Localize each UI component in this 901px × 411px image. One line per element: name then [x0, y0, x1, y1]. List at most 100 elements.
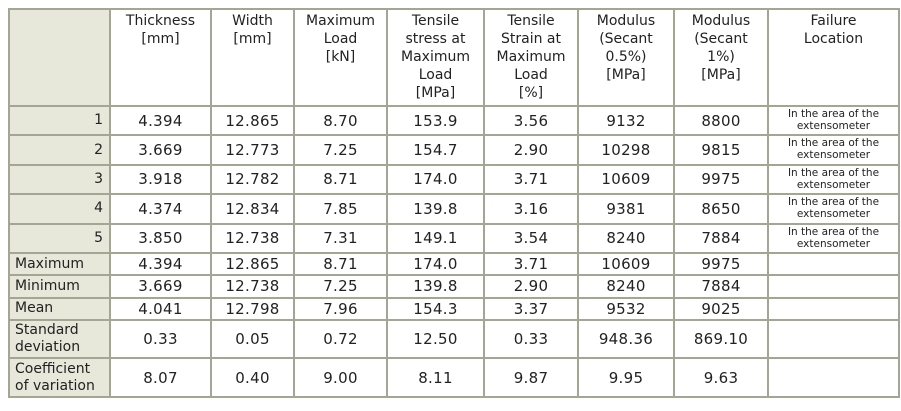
cell-tensile-stress: 174.0 — [386, 163, 485, 196]
table-row: 4 4.374 12.834 7.85 139.8 3.16 9381 8650 In the … — [8, 193, 900, 225]
cell-failure-location — [767, 357, 900, 398]
cell-failure-location: In the area of the extensometer — [767, 222, 900, 254]
header-tensile-strain: Tensile Strain at Maximum Load [%] — [483, 8, 579, 107]
row-label: 3 — [8, 163, 111, 196]
table-row: 5 3.850 12.738 7.31 149.1 3.54 8240 7884 In the … — [8, 222, 900, 254]
cell-thickness: 3.918 — [109, 163, 212, 196]
table-row: Mean 4.041 12.798 7.96 154.3 3.37 9532 9025 — [8, 296, 900, 321]
cell-tensile-stress: 139.8 — [386, 274, 485, 299]
cell-modulus-secant-05: 10609 — [577, 163, 675, 196]
cell-maximum-load: 9.00 — [293, 357, 388, 398]
cell-modulus-secant-05: 9381 — [577, 193, 675, 225]
cell-width: 12.738 — [210, 222, 295, 254]
cell-thickness: 4.394 — [109, 251, 212, 277]
cell-failure-location: In the area of the extensometer — [767, 134, 900, 166]
cell-modulus-secant-05: 948.36 — [577, 318, 675, 360]
cell-width: 12.773 — [210, 134, 295, 166]
row-label: Mean — [8, 296, 111, 321]
cell-maximum-load: 0.72 — [293, 318, 388, 360]
cell-thickness: 4.041 — [109, 296, 212, 321]
cell-thickness: 4.394 — [109, 104, 212, 137]
test-results-table: Thickness [mm] Width [mm] Maximum Load [… — [8, 8, 900, 398]
cell-maximum-load: 7.25 — [293, 134, 388, 166]
cell-modulus-secant-1: 9815 — [673, 134, 769, 166]
cell-tensile-strain: 3.37 — [483, 296, 579, 321]
cell-modulus-secant-1: 9.63 — [673, 357, 769, 398]
row-label: 2 — [8, 134, 111, 166]
cell-modulus-secant-05: 9.95 — [577, 357, 675, 398]
cell-width: 12.865 — [210, 104, 295, 137]
cell-failure-location — [767, 296, 900, 321]
cell-thickness: 3.850 — [109, 222, 212, 254]
cell-modulus-secant-05: 9532 — [577, 296, 675, 321]
cell-tensile-strain: 9.87 — [483, 357, 579, 398]
cell-width: 12.738 — [210, 274, 295, 299]
cell-tensile-strain: 3.16 — [483, 193, 579, 225]
row-label: Minimum — [8, 274, 111, 299]
cell-tensile-strain: 3.56 — [483, 104, 579, 137]
cell-width: 12.865 — [210, 251, 295, 277]
header-tensile-stress: Tensile stress at Maximum Load [MPa] — [386, 8, 485, 107]
cell-tensile-strain: 0.33 — [483, 318, 579, 360]
cell-modulus-secant-05: 10298 — [577, 134, 675, 166]
header-width: Width [mm] — [210, 8, 295, 107]
cell-tensile-stress: 154.7 — [386, 134, 485, 166]
cell-tensile-strain: 3.71 — [483, 251, 579, 277]
cell-tensile-strain: 3.71 — [483, 163, 579, 196]
cell-failure-location — [767, 274, 900, 299]
cell-width: 12.834 — [210, 193, 295, 225]
cell-modulus-secant-1: 8800 — [673, 104, 769, 137]
cell-modulus-secant-05: 9132 — [577, 104, 675, 137]
table-row: Standard deviation 0.33 0.05 0.72 12.50 0.33 9… — [8, 318, 900, 360]
cell-modulus-secant-1: 9975 — [673, 163, 769, 196]
cell-failure-location: In the area of the extensometer — [767, 104, 900, 137]
header-thickness: Thickness [mm] — [109, 8, 212, 107]
header-corner — [8, 8, 111, 107]
cell-modulus-secant-05: 8240 — [577, 222, 675, 254]
cell-tensile-stress: 8.11 — [386, 357, 485, 398]
cell-thickness: 4.374 — [109, 193, 212, 225]
table-row: Maximum 4.394 12.865 8.71 174.0 3.71 10609 9975 — [8, 251, 900, 277]
table-body: 1 4.394 12.865 8.70 153.9 3.56 9132 8800 In the … — [8, 104, 900, 398]
cell-maximum-load: 7.85 — [293, 193, 388, 225]
cell-modulus-secant-1: 869.10 — [673, 318, 769, 360]
row-label: 4 — [8, 193, 111, 225]
cell-width: 0.05 — [210, 318, 295, 360]
header-modulus-secant-05: Modulus (Secant 0.5%) [MPa] — [577, 8, 675, 107]
cell-tensile-strain: 2.90 — [483, 134, 579, 166]
cell-tensile-stress: 154.3 — [386, 296, 485, 321]
cell-modulus-secant-05: 10609 — [577, 251, 675, 277]
cell-maximum-load: 8.71 — [293, 163, 388, 196]
cell-tensile-stress: 12.50 — [386, 318, 485, 360]
row-label: 5 — [8, 222, 111, 254]
cell-modulus-secant-1: 8650 — [673, 193, 769, 225]
table-row: 3 3.918 12.782 8.71 174.0 3.71 10609 9975 In the… — [8, 163, 900, 196]
cell-tensile-stress: 139.8 — [386, 193, 485, 225]
cell-thickness: 3.669 — [109, 134, 212, 166]
cell-modulus-secant-1: 7884 — [673, 222, 769, 254]
cell-thickness: 8.07 — [109, 357, 212, 398]
cell-failure-location: In the area of the extensometer — [767, 193, 900, 225]
row-label: 1 — [8, 104, 111, 137]
cell-maximum-load: 7.25 — [293, 274, 388, 299]
cell-maximum-load: 7.31 — [293, 222, 388, 254]
cell-failure-location — [767, 318, 900, 360]
cell-width: 12.782 — [210, 163, 295, 196]
cell-maximum-load: 8.71 — [293, 251, 388, 277]
cell-thickness: 3.669 — [109, 274, 212, 299]
cell-width: 12.798 — [210, 296, 295, 321]
table-row: 2 3.669 12.773 7.25 154.7 2.90 10298 9815 In the… — [8, 134, 900, 166]
table-row: 1 4.394 12.865 8.70 153.9 3.56 9132 8800 In the … — [8, 104, 900, 137]
cell-modulus-secant-1: 7884 — [673, 274, 769, 299]
cell-tensile-stress: 149.1 — [386, 222, 485, 254]
cell-modulus-secant-05: 8240 — [577, 274, 675, 299]
cell-failure-location — [767, 251, 900, 277]
cell-tensile-stress: 153.9 — [386, 104, 485, 137]
header-modulus-secant-1: Modulus (Secant 1%) [MPa] — [673, 8, 769, 107]
header-failure-location: Failure Location — [767, 8, 900, 107]
cell-tensile-strain: 2.90 — [483, 274, 579, 299]
cell-maximum-load: 8.70 — [293, 104, 388, 137]
cell-tensile-strain: 3.54 — [483, 222, 579, 254]
row-label: Coefficient of variation — [8, 357, 111, 398]
table-row: Coefficient of variation 8.07 0.40 9.00 8.11… — [8, 357, 900, 398]
